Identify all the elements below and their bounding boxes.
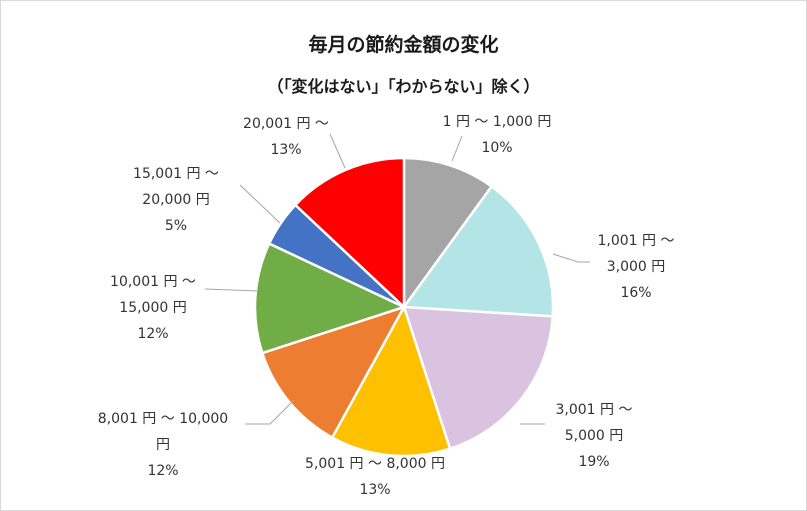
slice-percent-label: 16% [620, 285, 651, 301]
slice-category-label: 15,000 円 [119, 300, 186, 316]
slice-percent-label: 12% [137, 326, 168, 342]
slice-category-label: 1 円 ～ 1,000 円 [443, 114, 552, 130]
slice-percent-label: 10% [481, 140, 512, 156]
slice-percent-label: 13% [270, 142, 301, 158]
pie-slice [402, 156, 494, 311]
leader-line [239, 184, 281, 224]
pie-slice [253, 241, 408, 355]
leader-line [329, 133, 346, 169]
chart-title: 毎月の節約金額の変化 [308, 34, 499, 56]
slice-percent-label: 5% [165, 218, 187, 234]
pie-slice [330, 303, 452, 458]
slice-category-label: 3,000 円 [607, 259, 666, 275]
slice-category-label: 3,001 円 ～ [556, 402, 633, 418]
slice-category-label: 10,001 円 ～ [110, 274, 196, 290]
slice-percent-label: 13% [359, 482, 390, 498]
slice-category-label: 円 [156, 437, 170, 453]
leader-line [204, 288, 258, 292]
slice-category-label: 5,000 円 [565, 428, 624, 444]
leader-line [552, 253, 590, 263]
pie-slice [293, 156, 406, 310]
slice-category-label: 8,001 円 ～ 10,000 [98, 411, 228, 427]
slice-category-label: 15,001 円 ～ [133, 166, 219, 182]
pie-slice [401, 184, 555, 318]
pie-slice [260, 304, 407, 440]
slice-category-label: 20,001 円 ～ [243, 116, 329, 132]
chart-subtitle: （「変化はない」「わからない」除く） [267, 77, 540, 96]
slice-category-label: 1,001 円 ～ [598, 233, 675, 249]
pie-slice [402, 305, 555, 451]
slice-category-label: 20,000 円 [142, 192, 209, 208]
slice-percent-label: 12% [147, 463, 178, 479]
leader-line [451, 135, 463, 162]
slice-category-label: 5,001 円 ～ 8,000 円 [305, 456, 445, 472]
slice-percent-label: 19% [578, 454, 609, 470]
leader-line [245, 399, 295, 425]
